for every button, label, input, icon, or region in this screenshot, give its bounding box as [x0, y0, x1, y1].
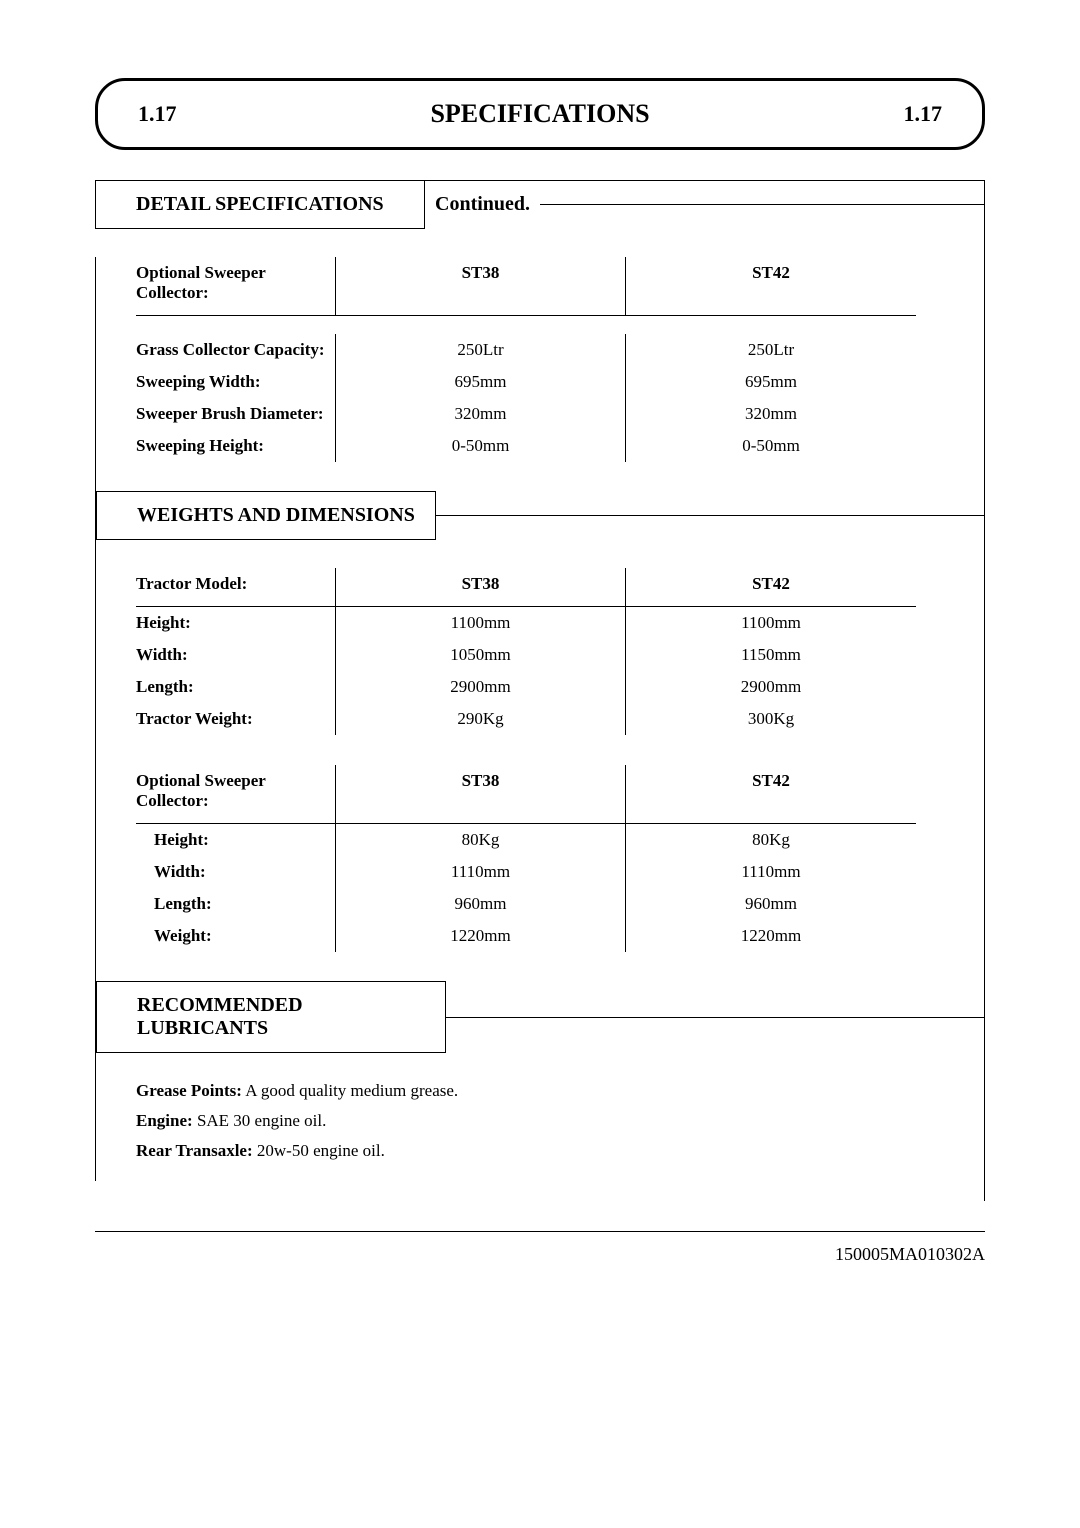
- lub-value: 20w-50 engine oil.: [253, 1141, 385, 1160]
- row-v1: 250Ltr: [336, 334, 626, 366]
- table-row: Height: 1100mm 1100mm: [136, 607, 916, 639]
- row-v2: 1150mm: [626, 639, 916, 671]
- row-v1: 290Kg: [336, 703, 626, 735]
- table-row: Length: 2900mm 2900mm: [136, 671, 916, 703]
- row-v2: 0-50mm: [626, 430, 916, 462]
- row-label: Sweeper Brush Diameter:: [136, 398, 336, 430]
- row-label: Length:: [136, 888, 336, 920]
- section1-title: DETAIL SPECIFICATIONS: [95, 181, 425, 229]
- table-row: Sweeping Height: 0-50mm 0-50mm: [136, 430, 916, 462]
- section3-header: RECOMMENDED LUBRICANTS: [96, 982, 984, 1053]
- row-label: Height:: [136, 607, 336, 639]
- col-st38: ST38: [336, 765, 626, 823]
- table-row: Weight: 1220mm 1220mm: [136, 920, 916, 952]
- row-v1: 0-50mm: [336, 430, 626, 462]
- lubricant-line: Rear Transaxle: 20w-50 engine oil.: [136, 1141, 984, 1161]
- table-header-row: Optional Sweeper Collector: ST38 ST42: [136, 765, 916, 824]
- page-number-left: 1.17: [138, 101, 177, 127]
- col-st42: ST42: [626, 257, 916, 315]
- table-row: Sweeping Width: 695mm 695mm: [136, 366, 916, 398]
- row-v2: 2900mm: [626, 671, 916, 703]
- lub-label: Engine:: [136, 1111, 193, 1130]
- row-v1: 1220mm: [336, 920, 626, 952]
- row-label: Tractor Weight:: [136, 703, 336, 735]
- row-v2: 320mm: [626, 398, 916, 430]
- page: 1.17 SPECIFICATIONS 1.17 DETAIL SPECIFIC…: [0, 0, 1080, 1305]
- header-rule: [436, 515, 984, 516]
- row-v1: 2900mm: [336, 671, 626, 703]
- lub-label: Rear Transaxle:: [136, 1141, 253, 1160]
- page-number-right: 1.17: [904, 101, 943, 127]
- row-v2: 1100mm: [626, 607, 916, 639]
- row-label: Width:: [136, 639, 336, 671]
- row-v1: 1100mm: [336, 607, 626, 639]
- row-label: Weight:: [136, 920, 336, 952]
- content-region: DETAIL SPECIFICATIONS Continued. Optiona…: [95, 180, 985, 1201]
- table-header-row: Tractor Model: ST38 ST42: [136, 568, 916, 607]
- row-v2: 300Kg: [626, 703, 916, 735]
- row-v2: 80Kg: [626, 824, 916, 856]
- row-v2: 960mm: [626, 888, 916, 920]
- table-header-row: Optional Sweeper Collector: ST38 ST42: [136, 257, 916, 316]
- title-box: 1.17 SPECIFICATIONS 1.17: [95, 78, 985, 150]
- section3-title: RECOMMENDED LUBRICANTS: [96, 981, 446, 1053]
- footer-rule: [95, 1231, 985, 1232]
- row-v2: 1220mm: [626, 920, 916, 952]
- continued-label: Continued.: [425, 181, 540, 229]
- lubricants-block: Grease Points: A good quality medium gre…: [136, 1081, 984, 1161]
- spec-table-tractor: Tractor Model: ST38 ST42 Height: 1100mm …: [136, 568, 916, 735]
- section1-body: Optional Sweeper Collector: ST38 ST42 Gr…: [95, 257, 984, 1181]
- footer-code: 150005MA010302A: [95, 1244, 985, 1265]
- row-label: Width:: [136, 856, 336, 888]
- section2-header: WEIGHTS AND DIMENSIONS: [96, 492, 984, 540]
- table-row: Height: 80Kg 80Kg: [136, 824, 916, 856]
- row-label: Height:: [136, 824, 336, 856]
- lub-value: A good quality medium grease.: [242, 1081, 458, 1100]
- row-v1: 320mm: [336, 398, 626, 430]
- group-label: Optional Sweeper Collector:: [136, 765, 336, 823]
- page-title: SPECIFICATIONS: [430, 99, 649, 129]
- table-row: Width: 1110mm 1110mm: [136, 856, 916, 888]
- lub-value: SAE 30 engine oil.: [193, 1111, 327, 1130]
- table-row: Length: 960mm 960mm: [136, 888, 916, 920]
- header-rule: [446, 1017, 984, 1018]
- row-v1: 960mm: [336, 888, 626, 920]
- table-row: Width: 1050mm 1150mm: [136, 639, 916, 671]
- row-v1: 1050mm: [336, 639, 626, 671]
- row-label: Sweeping Width:: [136, 366, 336, 398]
- table-row: Sweeper Brush Diameter: 320mm 320mm: [136, 398, 916, 430]
- table-row: Grass Collector Capacity: 250Ltr 250Ltr: [136, 334, 916, 366]
- col-st38: ST38: [336, 568, 626, 606]
- spec-table-sweeper-dims: Optional Sweeper Collector: ST38 ST42 He…: [136, 765, 916, 952]
- row-label: Sweeping Height:: [136, 430, 336, 462]
- col-st42: ST42: [626, 765, 916, 823]
- section1-header: DETAIL SPECIFICATIONS Continued.: [95, 181, 984, 229]
- row-v1: 695mm: [336, 366, 626, 398]
- row-v2: 1110mm: [626, 856, 916, 888]
- row-v1: 80Kg: [336, 824, 626, 856]
- row-v2: 695mm: [626, 366, 916, 398]
- lubricant-line: Engine: SAE 30 engine oil.: [136, 1111, 984, 1131]
- col-st42: ST42: [626, 568, 916, 606]
- row-label: Grass Collector Capacity:: [136, 334, 336, 366]
- spec-table-sweeper: Optional Sweeper Collector: ST38 ST42 Gr…: [136, 257, 916, 462]
- row-v2: 250Ltr: [626, 334, 916, 366]
- header-rule: [540, 181, 984, 205]
- section2-title: WEIGHTS AND DIMENSIONS: [96, 491, 436, 540]
- row-v1: 1110mm: [336, 856, 626, 888]
- row-label: Length:: [136, 671, 336, 703]
- table-row: Tractor Weight: 290Kg 300Kg: [136, 703, 916, 735]
- lub-label: Grease Points:: [136, 1081, 242, 1100]
- group-label: Optional Sweeper Collector:: [136, 257, 336, 315]
- col-st38: ST38: [336, 257, 626, 315]
- group-label: Tractor Model:: [136, 568, 336, 606]
- lubricant-line: Grease Points: A good quality medium gre…: [136, 1081, 984, 1101]
